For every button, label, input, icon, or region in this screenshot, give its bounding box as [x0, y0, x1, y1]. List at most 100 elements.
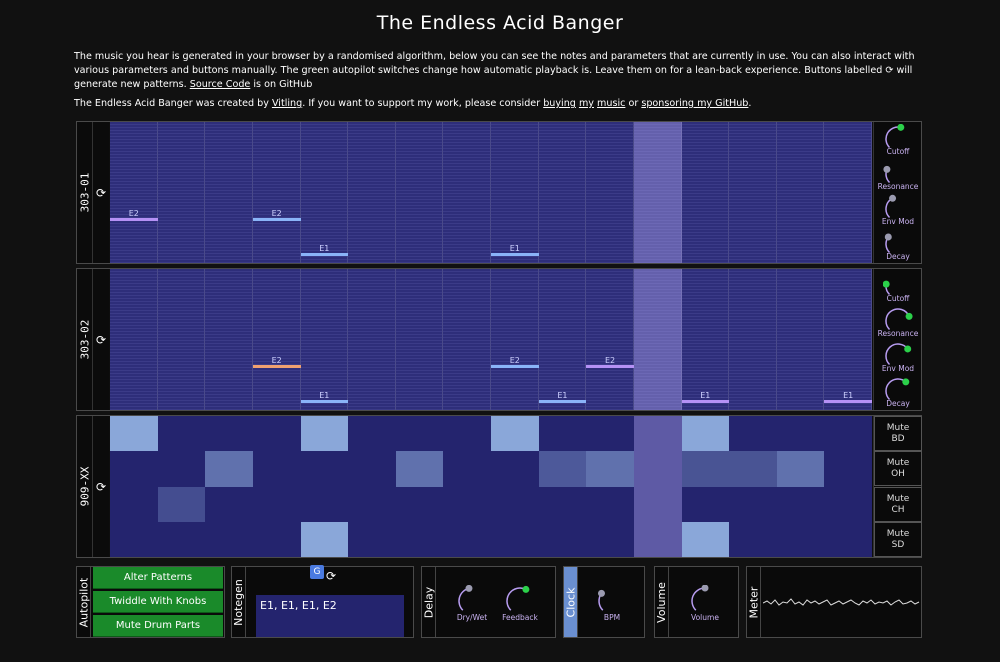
synth-303-01-panel: 303-01 ⟳ E2 E2 E1 E1 Cutoff Resonance Env M…: [76, 121, 922, 264]
sponsor-link[interactable]: sponsoring my GitHub: [641, 98, 749, 109]
knob-env-mod[interactable]: Env Mod: [874, 339, 922, 375]
knob-resonance[interactable]: Resonance: [874, 157, 922, 193]
step-column[interactable]: [158, 269, 206, 410]
refresh-icon[interactable]: ⟳: [326, 569, 337, 583]
translate-icon[interactable]: G: [310, 565, 324, 579]
step-column[interactable]: [729, 269, 777, 410]
alter-patterns-button[interactable]: Alter Patterns: [93, 567, 223, 589]
note-bar[interactable]: [538, 400, 587, 403]
author-link[interactable]: Vitling: [271, 98, 303, 109]
drum-hit[interactable]: [681, 521, 730, 557]
note-bar[interactable]: [252, 365, 301, 368]
source-code-link[interactable]: Source Code: [189, 79, 251, 90]
drum-hit[interactable]: [586, 451, 634, 487]
step-column[interactable]: [586, 122, 634, 263]
drum-hit[interactable]: [300, 416, 349, 452]
note-grid[interactable]: E2 E2 E1 E1: [110, 122, 872, 263]
step-column[interactable]: [348, 122, 396, 263]
twiddle-knobs-button[interactable]: Twiddle With Knobs: [93, 591, 223, 613]
step-column[interactable]: [396, 122, 444, 263]
step-column[interactable]: [491, 122, 539, 263]
knob-label: Resonance: [877, 329, 919, 338]
autopilot-label-text: Autopilot: [77, 577, 90, 627]
note-bar[interactable]: [491, 253, 539, 256]
step-column[interactable]: [634, 122, 682, 263]
drum-hit[interactable]: [205, 451, 253, 487]
note-bar[interactable]: [110, 218, 158, 221]
knob-bpm[interactable]: BPM: [592, 583, 632, 633]
step-column[interactable]: [158, 122, 206, 263]
knob-label: Dry/Wet: [456, 613, 488, 622]
refresh-icon[interactable]: ⟳: [93, 416, 109, 557]
knob-volume[interactable]: Volume: [685, 583, 725, 633]
refresh-icon[interactable]: ⟳: [93, 269, 109, 410]
step-column[interactable]: [443, 269, 491, 410]
music-link[interactable]: music: [597, 98, 626, 109]
note-bar[interactable]: [300, 253, 349, 256]
mute-line: Mute: [886, 528, 910, 539]
drum-hit[interactable]: [681, 451, 730, 487]
grid-background: [110, 269, 872, 410]
mute-drum-parts-button[interactable]: Mute Drum Parts: [93, 615, 223, 637]
step-column[interactable]: [586, 269, 634, 410]
step-column[interactable]: [253, 269, 301, 410]
step-column[interactable]: [348, 269, 396, 410]
step-column[interactable]: [777, 269, 825, 410]
step-column[interactable]: [539, 269, 587, 410]
drum-grid[interactable]: [110, 416, 872, 557]
knob-cutoff[interactable]: Cutoff: [874, 122, 922, 158]
step-column[interactable]: [682, 122, 730, 263]
knob-decay[interactable]: Decay: [874, 227, 922, 263]
my-link[interactable]: my: [578, 98, 594, 109]
drum-hit[interactable]: [300, 521, 349, 557]
knob-decay[interactable]: Decay: [874, 374, 922, 410]
mute-column: Mute BD Mute OH Mute CH Mute SD: [873, 416, 922, 557]
step-column[interactable]: [110, 269, 158, 410]
step-column[interactable]: [824, 269, 872, 410]
step-column[interactable]: [729, 122, 777, 263]
note-bar[interactable]: [681, 400, 730, 403]
step-column[interactable]: [110, 122, 158, 263]
drum-hit[interactable]: [538, 451, 587, 487]
step-column[interactable]: [205, 122, 253, 263]
step-column[interactable]: [301, 122, 349, 263]
step-column[interactable]: [539, 122, 587, 263]
drum-hit[interactable]: [681, 416, 730, 452]
drum-hit[interactable]: [110, 416, 158, 452]
knob-resonance[interactable]: Resonance: [874, 304, 922, 340]
mute-bd-button[interactable]: Mute BD: [874, 416, 922, 451]
step-column[interactable]: [443, 122, 491, 263]
knob-env-mod[interactable]: Env Mod: [874, 192, 922, 228]
knob-cutoff[interactable]: Cutoff: [874, 269, 922, 305]
drum-hit[interactable]: [776, 451, 825, 487]
drum-hit[interactable]: [729, 451, 777, 487]
step-column[interactable]: [301, 269, 349, 410]
knob-feedback[interactable]: Feedback: [500, 583, 540, 633]
step-column[interactable]: [634, 269, 682, 410]
note-grid[interactable]: E2 E1 E2 E1 E2 E1 E1: [110, 269, 872, 410]
note-bar[interactable]: [491, 365, 539, 368]
step-column[interactable]: [824, 122, 872, 263]
buying-link[interactable]: buying: [543, 98, 576, 109]
mute-sd-button[interactable]: Mute SD: [874, 521, 922, 557]
mute-oh-button[interactable]: Mute OH: [874, 451, 922, 487]
delay-panel: Delay Dry/Wet Feedback: [421, 566, 556, 638]
note-bar[interactable]: [586, 365, 634, 368]
notegen-panel: Notegen G ⟳ E1, E1, E1, E2: [231, 565, 414, 638]
drum-hit[interactable]: [395, 451, 444, 487]
note-bar[interactable]: [300, 400, 349, 403]
note-bar[interactable]: [824, 400, 872, 403]
knob-dry-wet[interactable]: Dry/Wet: [452, 583, 492, 633]
note-bar[interactable]: [252, 218, 301, 221]
step-column[interactable]: [253, 122, 301, 263]
step-column[interactable]: [396, 269, 444, 410]
drum-hit[interactable]: [491, 416, 539, 452]
step-column[interactable]: [777, 122, 825, 263]
step-column[interactable]: [205, 269, 253, 410]
drum-hit[interactable]: [157, 486, 206, 522]
step-column[interactable]: [491, 269, 539, 410]
mute-ch-button[interactable]: Mute CH: [874, 486, 922, 522]
volume-label: Volume: [655, 567, 669, 637]
step-column[interactable]: [682, 269, 730, 410]
refresh-icon[interactable]: ⟳: [93, 122, 109, 263]
